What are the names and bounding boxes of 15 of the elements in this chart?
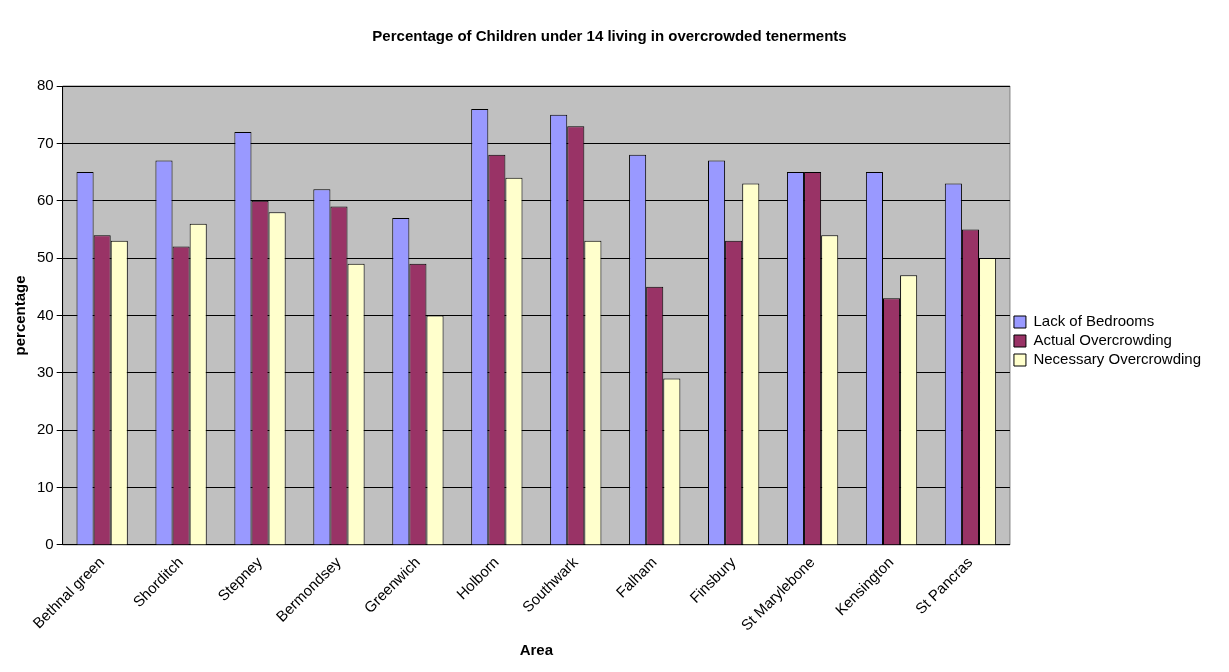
y-tick-label: 60 (37, 190, 54, 208)
y-tick-label: 70 (37, 133, 54, 151)
y-tick-label: 40 (37, 305, 54, 323)
y-tick-label: 50 (37, 248, 54, 266)
legend-label: Actual Overcrowding (1033, 331, 1172, 349)
y-axis-title: percentage (11, 275, 29, 356)
y-tick-label: 80 (37, 76, 54, 94)
x-axis-title: Area (519, 641, 554, 659)
legend-label: Necessary Overcrowding (1033, 350, 1202, 368)
y-tick-label: 10 (37, 477, 54, 495)
y-tick-label: 30 (37, 362, 54, 380)
y-tick-label: 20 (37, 420, 54, 438)
y-tick-label: 0 (45, 535, 54, 553)
chart-title: Percentage of Children under 14 living in overcrowded tenerments (372, 27, 847, 45)
legend-label: Lack of Bedrooms (1033, 312, 1155, 330)
